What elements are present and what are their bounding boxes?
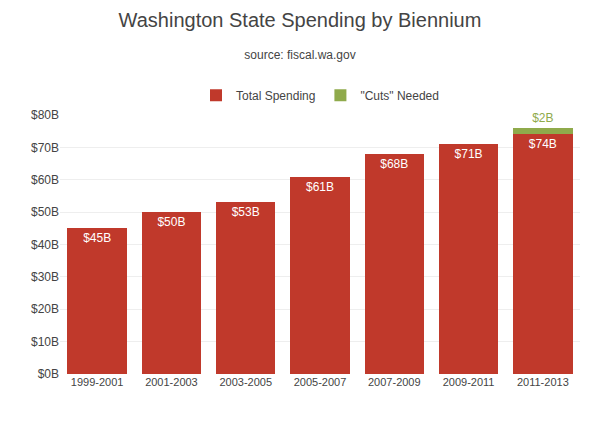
svg-text:$53B: $53B — [232, 205, 260, 219]
svg-text:$80B: $80B — [31, 108, 59, 122]
svg-text:$0B: $0B — [38, 367, 59, 381]
svg-text:$61B: $61B — [306, 180, 334, 194]
svg-text:2011-2013: 2011-2013 — [517, 376, 569, 388]
svg-text:$68B: $68B — [380, 157, 408, 171]
svg-text:Washington State Spending by B: Washington State Spending by Biennium — [119, 9, 482, 31]
svg-text:2007-2009: 2007-2009 — [368, 376, 421, 388]
svg-text:source: fiscal.wa.gov: source: fiscal.wa.gov — [244, 48, 355, 62]
svg-text:$2B: $2B — [532, 111, 553, 125]
svg-text:$50B: $50B — [31, 205, 59, 219]
svg-text:1999-2001: 1999-2001 — [71, 376, 124, 388]
svg-text:$40B: $40B — [31, 238, 59, 252]
svg-text:Total Spending: Total Spending — [236, 89, 315, 103]
svg-text:$74B: $74B — [529, 137, 557, 151]
svg-text:$50B: $50B — [157, 215, 185, 229]
svg-text:$10B: $10B — [31, 335, 59, 349]
svg-text:$60B: $60B — [31, 173, 59, 187]
svg-text:"Cuts" Needed: "Cuts" Needed — [360, 89, 439, 103]
svg-text:$71B: $71B — [455, 147, 483, 161]
svg-text:2001-2003: 2001-2003 — [145, 376, 198, 388]
svg-text:$45B: $45B — [83, 231, 111, 245]
svg-text:$30B: $30B — [31, 270, 59, 284]
svg-text:2009-2011: 2009-2011 — [443, 376, 495, 388]
svg-text:2005-2007: 2005-2007 — [294, 376, 347, 388]
svg-text:$20B: $20B — [31, 302, 59, 316]
svg-text:$70B: $70B — [31, 141, 59, 155]
svg-text:2003-2005: 2003-2005 — [219, 376, 272, 388]
